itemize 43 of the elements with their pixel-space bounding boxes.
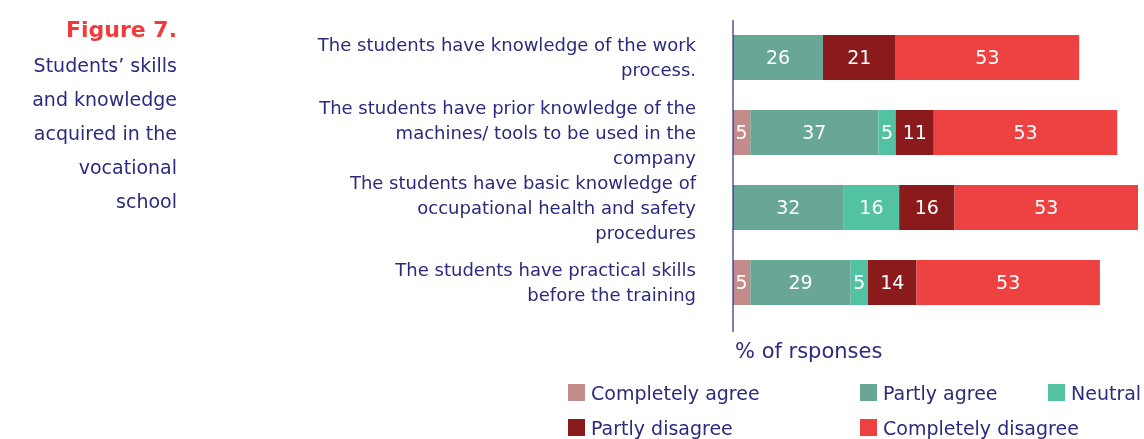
text: Students’ skills and knowledge acquired in the vocational school [32, 54, 177, 212]
data-label: 11 [902, 121, 927, 144]
bar [895, 35, 1080, 80]
bar [823, 35, 896, 80]
bar [954, 185, 1138, 230]
bar [895, 110, 934, 155]
bar [750, 260, 851, 305]
data-label: 53 [1034, 196, 1059, 219]
legend-label: Neutral [1071, 381, 1142, 404]
data-label: 53 [975, 46, 1000, 69]
bar [916, 260, 1100, 305]
x-axis-title: % of rsponses [735, 339, 883, 363]
bar [878, 110, 896, 155]
legend-label: Partly agree [883, 381, 998, 404]
bar [750, 110, 879, 155]
data-label: 5 [853, 271, 866, 294]
data-label: 14 [880, 271, 905, 294]
data-label: 53 [996, 271, 1021, 294]
data-label: 5 [735, 271, 748, 294]
text: Figure 7. [65, 17, 177, 42]
legend-label: Completely disagree [883, 416, 1079, 439]
bar [733, 35, 823, 80]
data-label: 26 [765, 46, 791, 69]
bar [899, 185, 955, 230]
legend-label: Completely agree [591, 381, 760, 404]
y-tick-label: The students have practical skills before the training [394, 259, 696, 306]
data-label: 16 [859, 196, 884, 219]
data-label: 37 [802, 121, 827, 144]
data-label: 32 [776, 196, 801, 219]
y-tick-label: The students have knowledge of the work process. [316, 34, 697, 81]
y-tick-label: The students have prior knowledge of the machines/ tools to be used in the company [318, 96, 697, 168]
bar [868, 260, 917, 305]
bar [843, 185, 900, 230]
data-label: 5 [735, 121, 748, 144]
bar [933, 110, 1118, 155]
data-label: 53 [1013, 121, 1038, 144]
data-label: 5 [880, 121, 894, 144]
data-label: 16 [914, 196, 939, 219]
y-tick-label: The students have basic knowledge of occupational health and safety procedures [348, 171, 697, 243]
data-label: 21 [847, 46, 872, 69]
bar [733, 185, 844, 230]
data-label: 29 [788, 271, 813, 294]
legend-label: Partly disagree [591, 416, 733, 439]
